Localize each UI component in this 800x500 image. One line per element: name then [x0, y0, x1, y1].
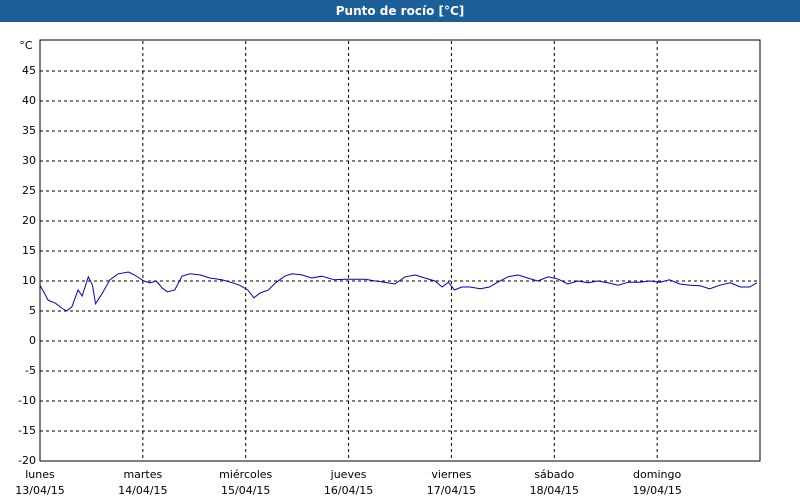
y-tick-label: 0 [29, 334, 36, 347]
x-tick-label: jueves [330, 468, 367, 481]
y-tick-label: 45 [22, 64, 36, 77]
y-tick-label: -5 [25, 364, 36, 377]
x-tick-date: 17/04/15 [427, 484, 476, 497]
x-tick-date: 19/04/15 [632, 484, 681, 497]
x-tick-date: 14/04/15 [118, 484, 167, 497]
y-tick-label: 30 [22, 154, 36, 167]
x-tick-label: viernes [431, 468, 471, 481]
x-tick-date: 13/04/15 [15, 484, 64, 497]
y-tick-label: -10 [18, 394, 36, 407]
chart-title: Punto de rocío [°C] [0, 0, 800, 22]
y-tick-label: 20 [22, 214, 36, 227]
x-tick-label: lunes [25, 468, 55, 481]
x-tick-label: miércoles [219, 468, 272, 481]
y-tick-label: -20 [18, 454, 36, 467]
unit-label: °C [19, 39, 33, 52]
x-tick-label: martes [123, 468, 162, 481]
y-tick-label: 15 [22, 244, 36, 257]
y-tick-label: 40 [22, 94, 36, 107]
x-tick-date: 15/04/15 [221, 484, 270, 497]
y-tick-label: 5 [29, 304, 36, 317]
x-tick-date: 18/04/15 [530, 484, 579, 497]
plot-frame [39, 39, 761, 462]
x-tick-date: 16/04/15 [324, 484, 373, 497]
y-tick-label: -15 [18, 424, 36, 437]
y-tick-label: 35 [22, 124, 36, 137]
data-line [39, 271, 758, 312]
y-tick-label: 25 [22, 184, 36, 197]
x-tick-label: domingo [633, 468, 681, 481]
y-tick-label: 10 [22, 274, 36, 287]
x-tick-label: sábado [534, 468, 574, 481]
